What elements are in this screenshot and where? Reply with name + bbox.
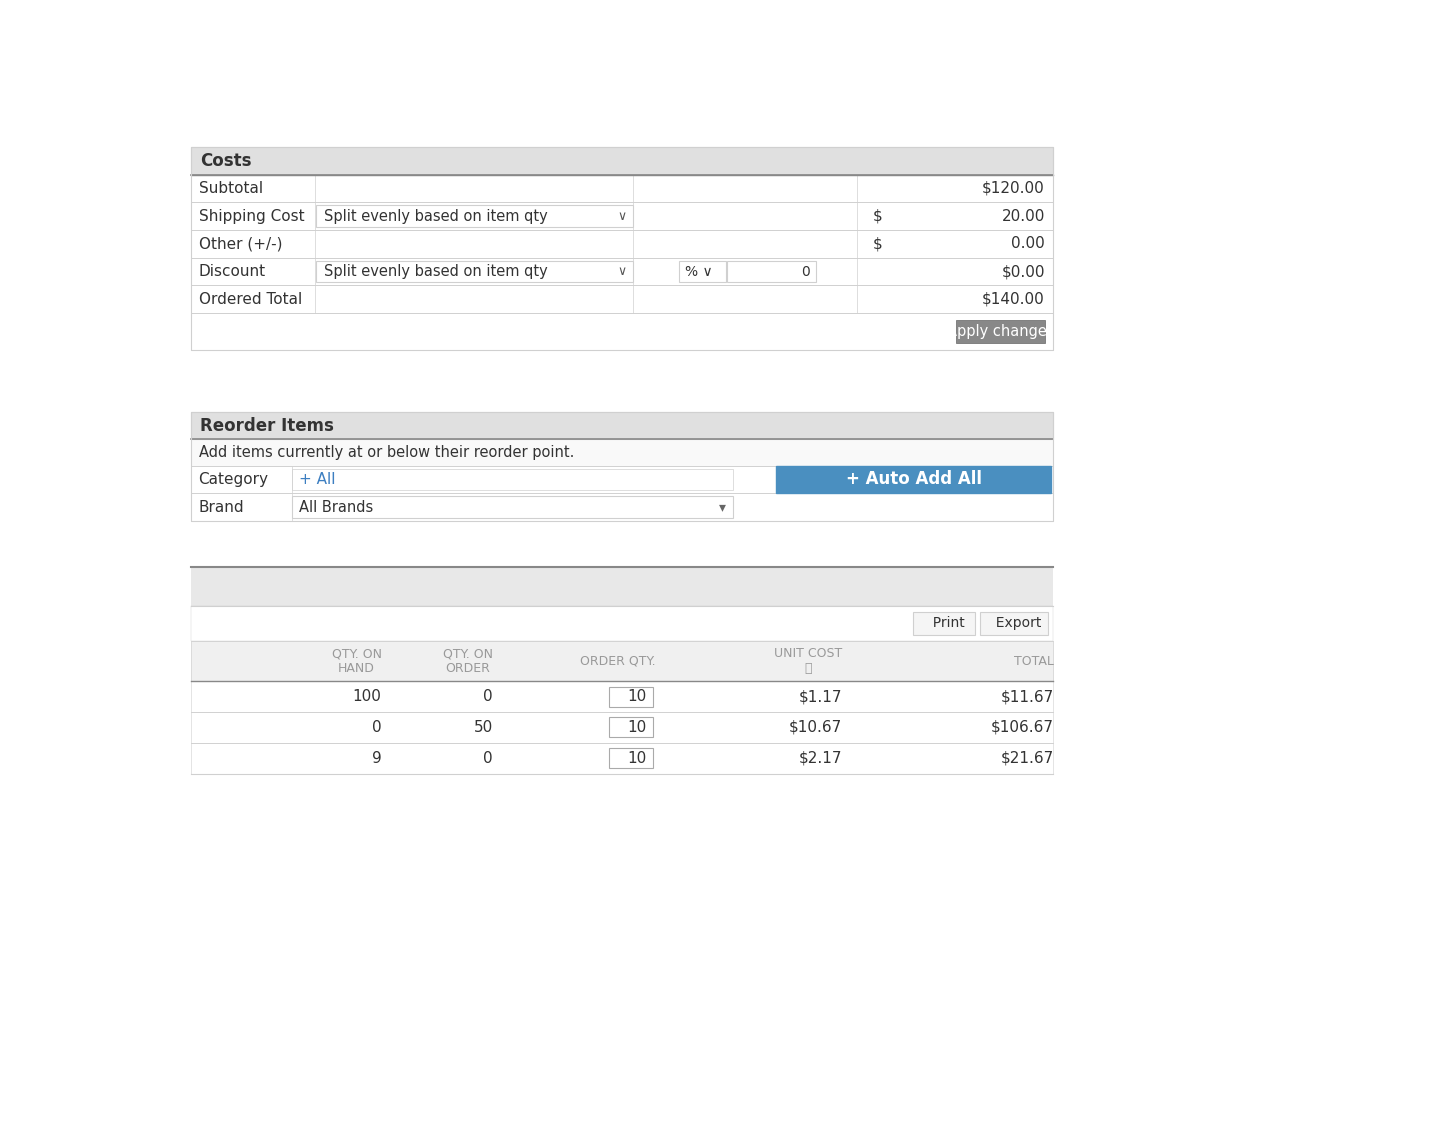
Text: + All: + All [300, 472, 336, 486]
Text: 0: 0 [484, 751, 492, 765]
Text: Add items currently at or below their reorder point.: Add items currently at or below their re… [199, 445, 575, 460]
Text: Reorder Items: Reorder Items [200, 416, 334, 434]
Text: QTY. ON
HAND: QTY. ON HAND [331, 648, 382, 675]
Text: Export: Export [986, 617, 1041, 631]
Text: Split evenly based on item qty: Split evenly based on item qty [324, 264, 547, 279]
Bar [609, 686, 652, 706]
Bar [192, 202, 1053, 230]
Text: TOTAL: TOTAL [1014, 654, 1054, 668]
Text: 10: 10 [628, 751, 647, 765]
Text: $2.17: $2.17 [798, 751, 842, 765]
Bar [192, 682, 1053, 712]
Text: $0.00: $0.00 [1001, 264, 1045, 279]
Text: $106.67: $106.67 [991, 720, 1054, 735]
Text: 20.00: 20.00 [1002, 209, 1045, 223]
Text: $120.00: $120.00 [982, 181, 1045, 196]
Text: 9: 9 [372, 751, 382, 765]
Text: $140.00: $140.00 [982, 291, 1045, 307]
Text: 10: 10 [628, 720, 647, 735]
Text: Brand: Brand [199, 500, 245, 515]
Text: 0: 0 [801, 264, 811, 279]
Text: $1.17: $1.17 [798, 689, 842, 704]
Text: Print: Print [924, 617, 965, 631]
Text: Discount: Discount [199, 264, 266, 279]
Bar [727, 261, 816, 282]
Text: Apply changes: Apply changes [946, 324, 1054, 339]
Text: $: $ [873, 236, 883, 252]
Bar [192, 606, 1053, 641]
Bar [680, 261, 726, 282]
Text: Shipping Cost: Shipping Cost [199, 209, 304, 223]
Bar [609, 748, 652, 768]
Text: 0: 0 [484, 689, 492, 704]
Text: + Auto Add All: + Auto Add All [845, 471, 982, 489]
Text: % ∨: % ∨ [685, 264, 713, 279]
Bar [192, 412, 1053, 522]
Text: $21.67: $21.67 [1001, 751, 1054, 765]
Text: ∨: ∨ [618, 210, 626, 222]
Bar [192, 257, 1053, 286]
Bar [192, 286, 1053, 313]
Bar [192, 743, 1053, 773]
Bar [609, 718, 652, 737]
Bar [192, 440, 1053, 466]
Bar [192, 412, 1053, 440]
Bar [192, 147, 1053, 175]
Bar [192, 712, 1053, 743]
Bar [192, 493, 1053, 522]
Text: $11.67: $11.67 [1001, 689, 1054, 704]
Bar [291, 497, 733, 518]
Bar [291, 468, 733, 490]
Text: ORDER QTY.: ORDER QTY. [580, 654, 655, 668]
Text: 10: 10 [628, 689, 647, 704]
Bar [317, 205, 632, 227]
Text: 0: 0 [372, 720, 382, 735]
Bar [192, 466, 1053, 493]
Bar [979, 612, 1048, 635]
Bar [317, 261, 632, 282]
Text: Costs: Costs [200, 152, 252, 170]
Text: $10.67: $10.67 [789, 720, 842, 735]
Text: UNIT COST
ⓘ: UNIT COST ⓘ [773, 648, 842, 675]
Bar [192, 175, 1053, 202]
Text: 50: 50 [474, 720, 492, 735]
Text: Split evenly based on item qty: Split evenly based on item qty [324, 209, 547, 223]
Bar [913, 612, 975, 635]
Bar [192, 147, 1053, 350]
Text: Subtotal: Subtotal [199, 181, 262, 196]
Text: $: $ [873, 209, 883, 223]
Text: Ordered Total: Ordered Total [199, 291, 302, 307]
Bar [776, 466, 1051, 493]
Text: ∨: ∨ [618, 265, 626, 278]
Bar [192, 641, 1053, 682]
Bar [192, 567, 1053, 606]
Bar [192, 230, 1053, 257]
Text: Other (+/-): Other (+/-) [199, 236, 282, 252]
Text: Category: Category [199, 472, 269, 486]
Text: 100: 100 [353, 689, 382, 704]
Bar [192, 313, 1053, 350]
Text: 0.00: 0.00 [1011, 236, 1045, 252]
Text: QTY. ON
ORDER: QTY. ON ORDER [444, 648, 492, 675]
Bar [956, 320, 1045, 344]
Text: All Brands: All Brands [300, 500, 373, 515]
Text: ▾: ▾ [719, 500, 726, 514]
